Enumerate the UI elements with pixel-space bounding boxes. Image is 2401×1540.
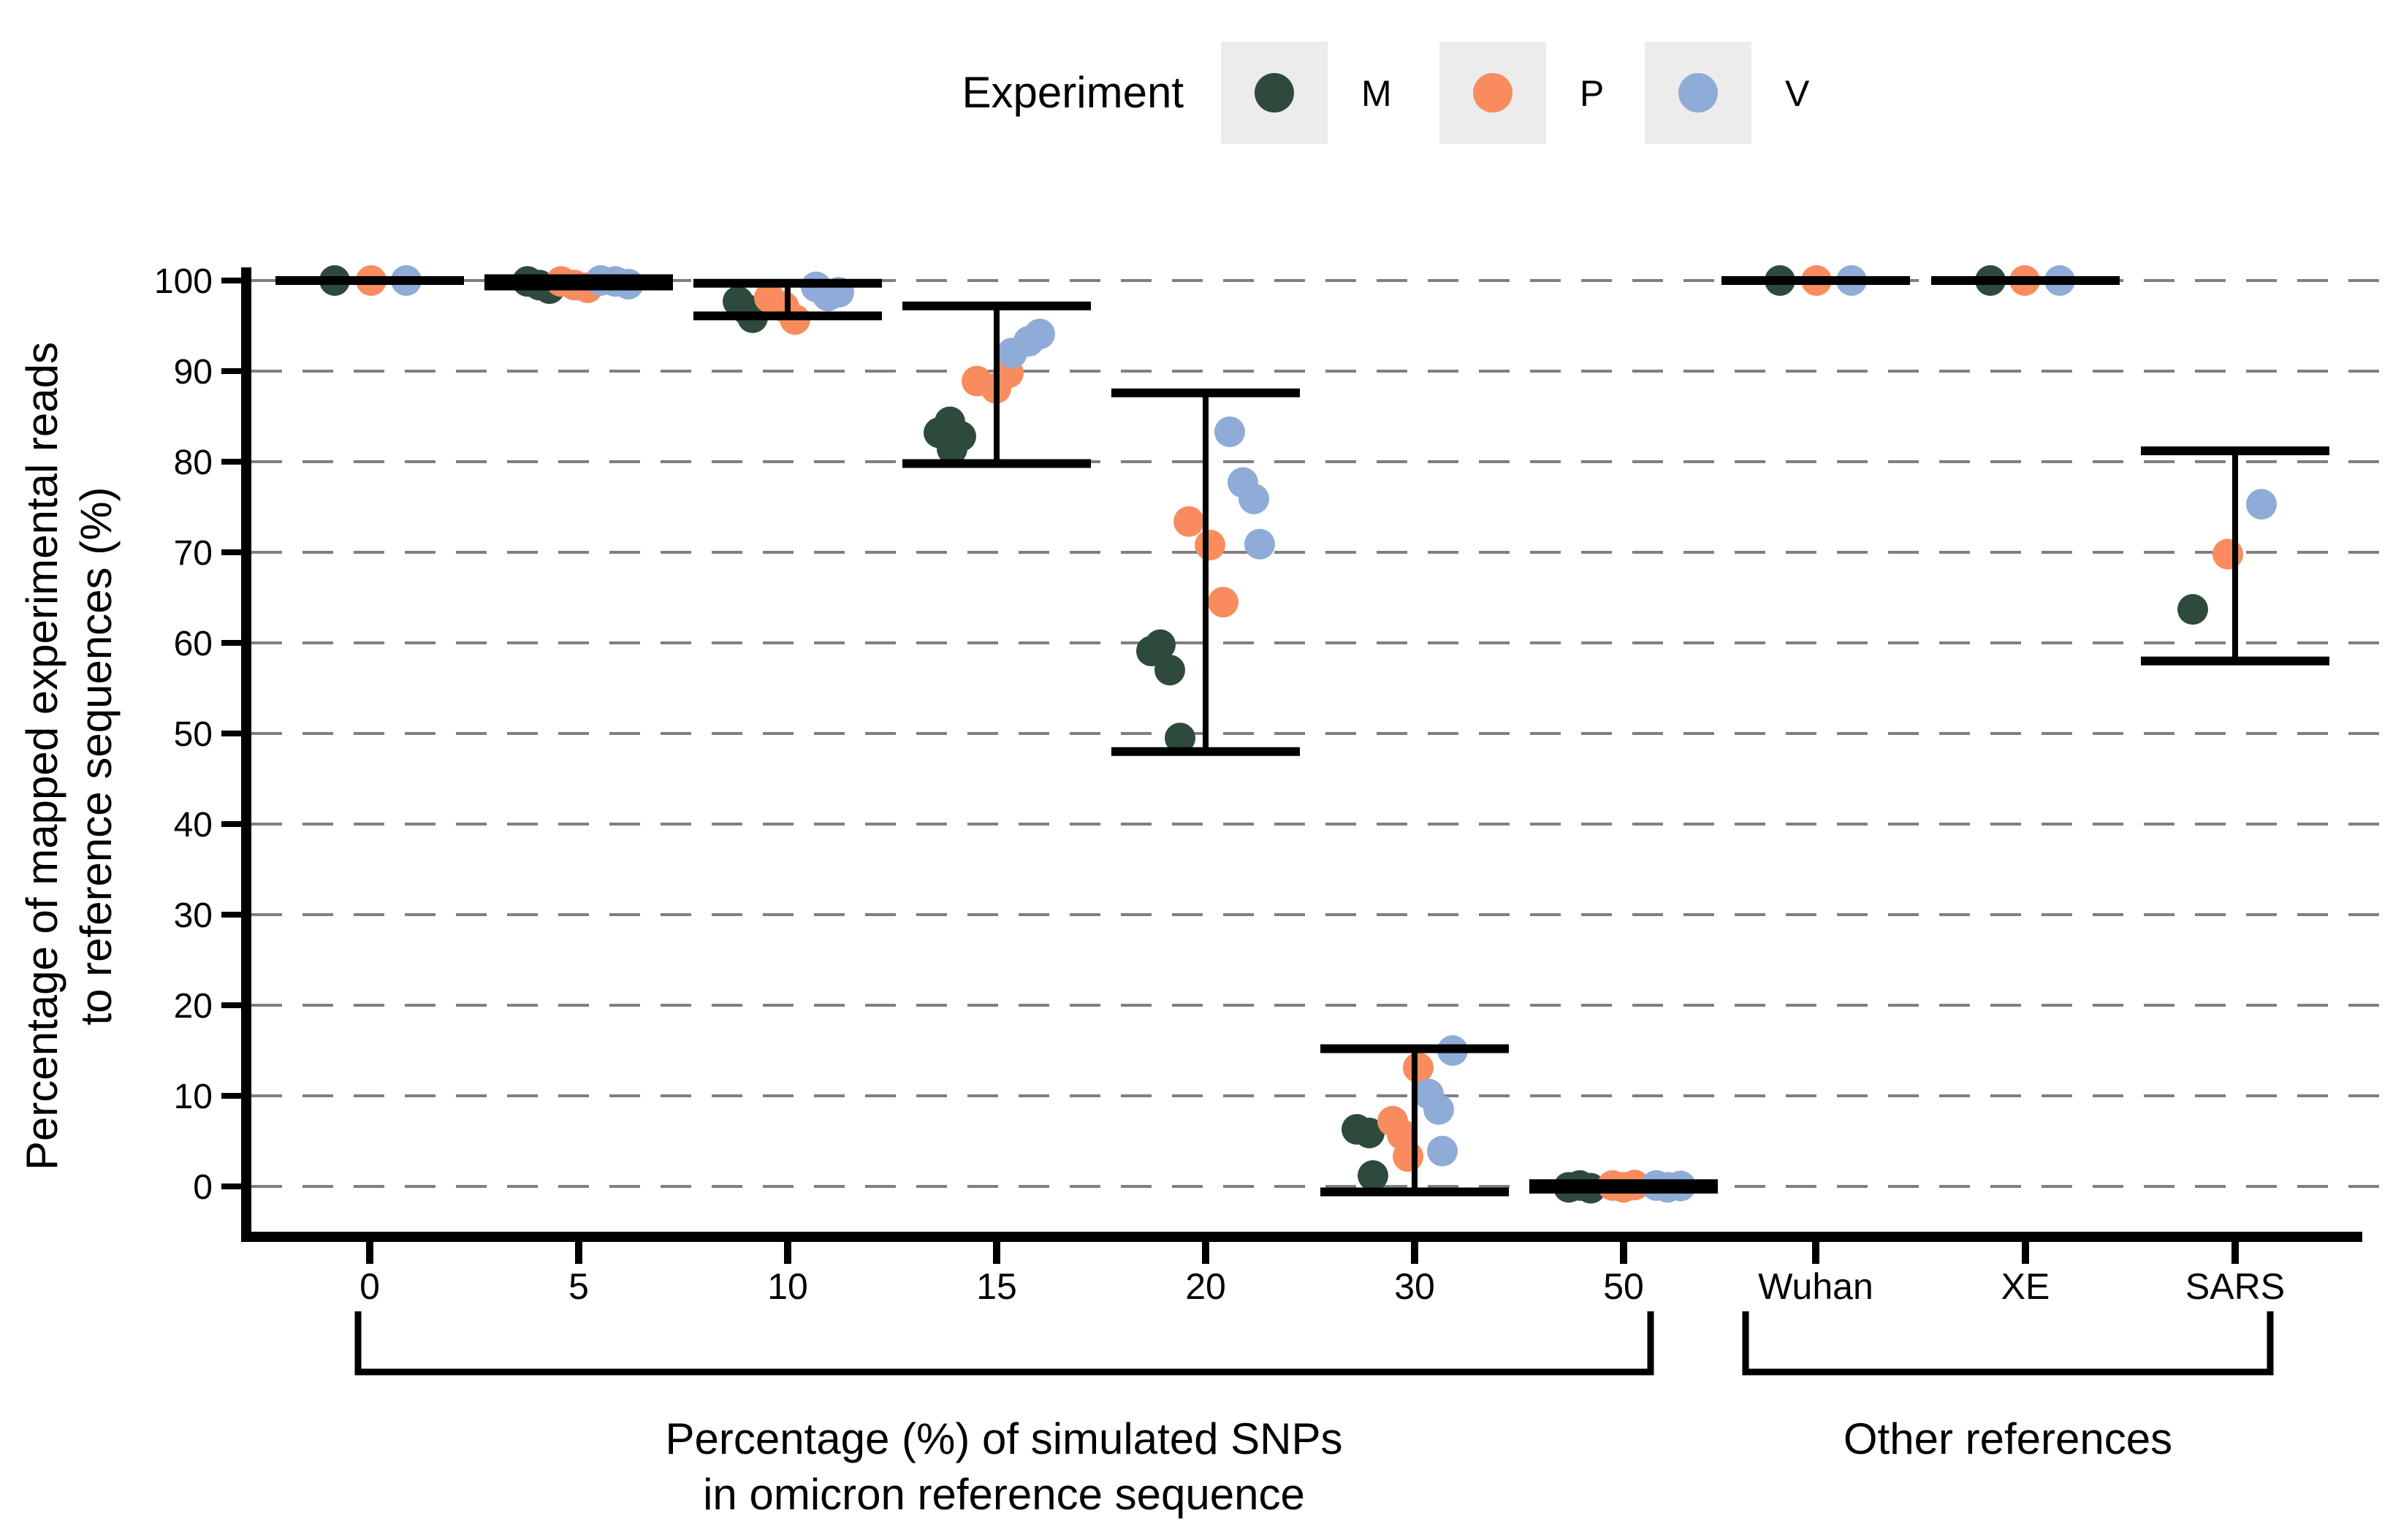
data-point-SARS-V [2246, 489, 2277, 520]
x-tick-label-15: 15 [976, 1266, 1017, 1307]
y-tick-label-90: 90 [174, 353, 213, 392]
x-tick-label-0: 0 [359, 1266, 380, 1307]
x-axis-group1-title-line2: in omicron reference sequence [703, 1470, 1305, 1519]
legend-title: Experiment [962, 68, 1184, 117]
y-tick-label-30: 30 [174, 896, 213, 935]
y-tick-label-60: 60 [174, 625, 213, 663]
x-axis-ticks: 0 5 10 15 20 30 50 Wuhan XE SARS [359, 1242, 2285, 1307]
data-point-20-P [1173, 506, 1204, 537]
y-tick-label-0: 0 [193, 1168, 213, 1207]
x-tick-label-50: 50 [1603, 1266, 1644, 1307]
y-axis-ticks: 0 10 20 30 40 50 60 70 80 90 100 [154, 262, 246, 1207]
y-tick-label-50: 50 [174, 715, 213, 754]
data-point-30-M [1358, 1160, 1388, 1192]
x-axis-group2-title: Other references [1843, 1414, 2172, 1463]
legend-dot-M [1255, 73, 1294, 113]
data-point-30-V [1423, 1094, 1454, 1125]
error-bars-layer [275, 274, 2329, 1197]
x-tick-label-SARS: SARS [2185, 1266, 2285, 1307]
group-brackets: Percentage (%) of simulated SNPs in omic… [354, 1311, 2274, 1519]
data-point-20-M [1165, 723, 1195, 754]
axes [241, 267, 2362, 1242]
y-tick-label-20: 20 [174, 987, 213, 1026]
data-point-20-P [1195, 530, 1225, 561]
legend-dot-P [1473, 73, 1512, 113]
y-axis-title-line1: Percentage of mapped experimental reads [18, 342, 66, 1170]
y-tick-label-100: 100 [154, 262, 213, 301]
x-axis-group1-title-line1: Percentage (%) of simulated SNPs [665, 1414, 1342, 1463]
y-tick-label-40: 40 [174, 806, 213, 845]
data-point-15-V [1024, 319, 1055, 350]
x-tick-label-20: 20 [1185, 1266, 1226, 1307]
data-point-20-M [1154, 655, 1185, 686]
y-axis-title-line2: to reference sequences (%) [72, 487, 121, 1025]
data-point-30-V [1427, 1135, 1458, 1167]
legend-label-V: V [1785, 73, 1810, 114]
data-point-15-M [945, 421, 976, 452]
y-tick-label-10: 10 [174, 1078, 213, 1116]
x-tick-label-10: 10 [767, 1266, 808, 1307]
other-references-bracket [1742, 1311, 2274, 1376]
data-point-SARS-P [2212, 538, 2243, 570]
legend-dot-V [1678, 73, 1718, 113]
x-tick-label-5: 5 [568, 1266, 589, 1307]
x-tick-label-30: 30 [1394, 1266, 1435, 1307]
data-point-30-P [1403, 1052, 1434, 1083]
data-point-30-M [1354, 1117, 1385, 1148]
data-point-30-P [1393, 1141, 1423, 1173]
x-tick-label-Wuhan: Wuhan [1758, 1266, 1873, 1307]
data-point-20-V [1214, 416, 1245, 448]
data-point-20-V [1238, 483, 1269, 514]
y-axis-title: Percentage of mapped experimental reads … [18, 342, 121, 1170]
legend: Experiment M P V [962, 42, 1810, 144]
x-tick-label-XE: XE [2001, 1266, 2050, 1307]
y-tick-label-80: 80 [174, 443, 213, 482]
data-point-20-M [1145, 629, 1176, 660]
data-point-20-V [1244, 528, 1275, 560]
y-tick-label-70: 70 [174, 534, 213, 573]
snp-group-bracket [354, 1311, 1654, 1376]
legend-label-P: P [1580, 73, 1604, 114]
data-point-20-P [1208, 587, 1238, 618]
data-point-SARS-M [2177, 594, 2208, 625]
legend-label-M: M [1361, 73, 1392, 114]
gridlines [251, 279, 2383, 1188]
